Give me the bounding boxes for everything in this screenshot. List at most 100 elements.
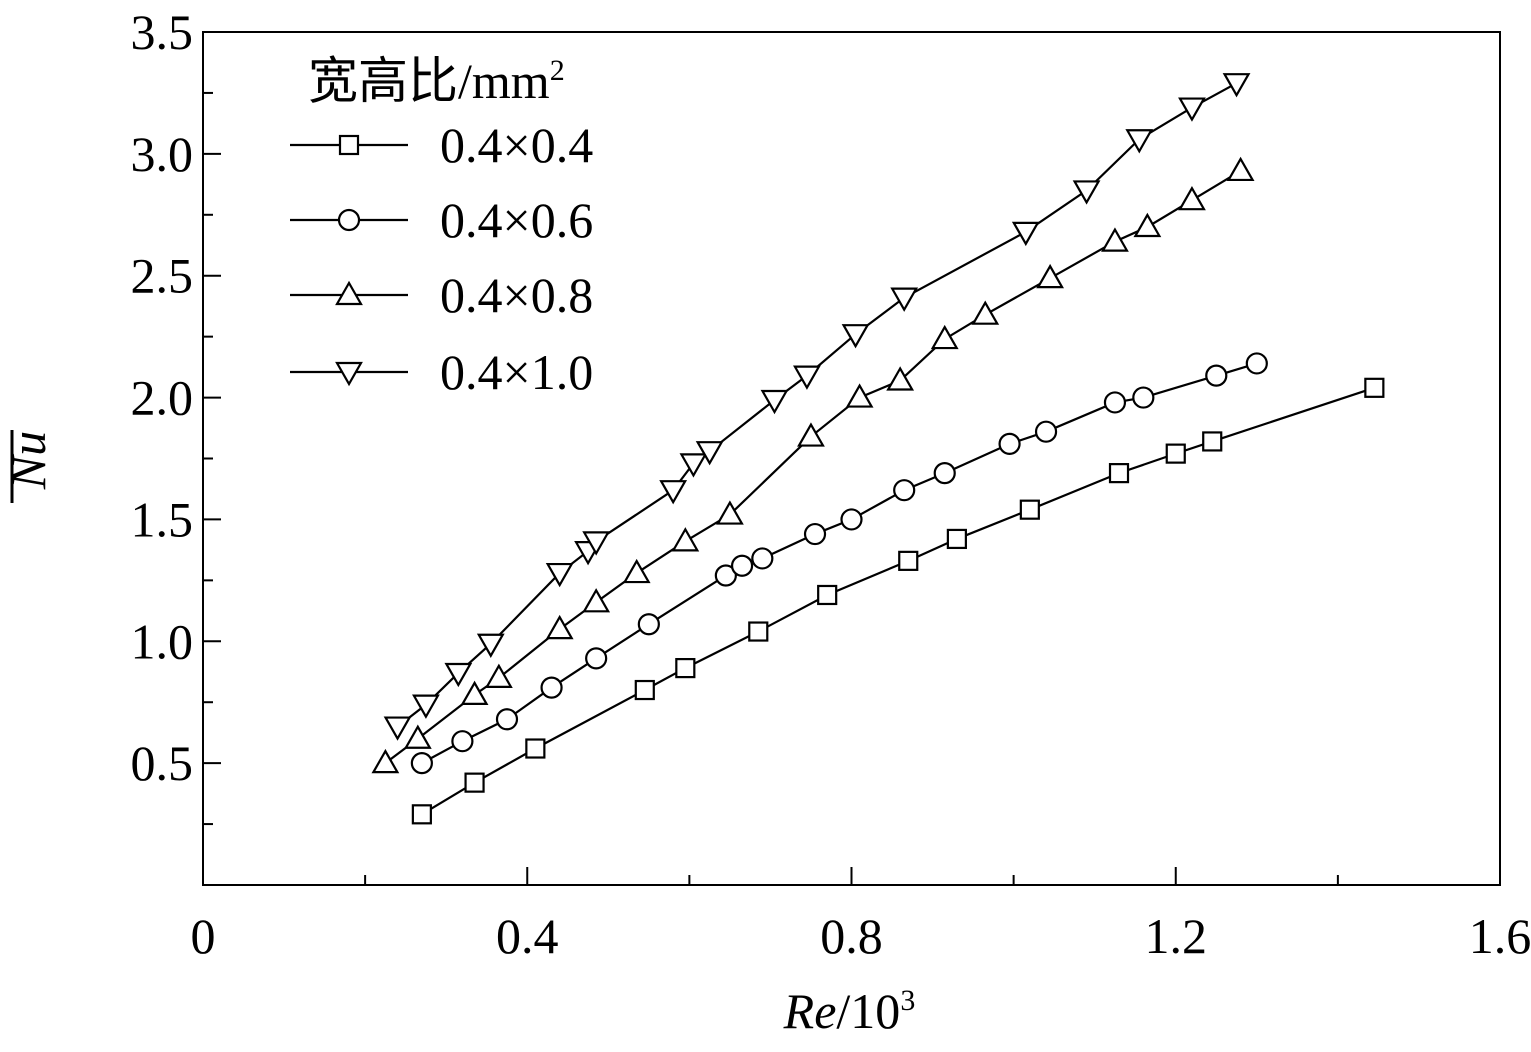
data-point [1178, 185, 1206, 211]
data-point [525, 738, 546, 759]
x-axis-title-unit: /10 [836, 983, 900, 1039]
legend-marker [338, 134, 360, 156]
data-point [890, 287, 919, 312]
x-axis-title-exponent: 3 [900, 984, 915, 1017]
x-axis-title: Re/103 [783, 983, 916, 1039]
legend-entry: 0.4×1.0 [290, 344, 593, 400]
data-point [803, 522, 827, 546]
legend-title-main: 宽高比/mm [308, 53, 550, 109]
data-point [695, 441, 724, 466]
x-tick-label: 0.8 [820, 908, 883, 964]
data-point [1202, 431, 1223, 452]
data-point [476, 633, 505, 658]
data-point [751, 547, 774, 570]
data-point [679, 453, 708, 478]
data-point [971, 300, 1000, 325]
x-tick-label: 0.4 [496, 908, 559, 964]
data-point [582, 588, 611, 613]
legend-label: 0.4×0.8 [440, 267, 593, 323]
y-tick-label: 1.0 [131, 613, 194, 669]
data-point [840, 508, 863, 531]
data-point [1205, 364, 1228, 387]
data-point [634, 679, 655, 701]
x-tick-label: 1.6 [1469, 908, 1531, 964]
data-point [464, 772, 485, 793]
data-point [1125, 129, 1154, 154]
legend-group: 宽高比/mm2 0.4×0.4 0.4×0.6 0.4×0.8 0.4×1.0 [290, 53, 593, 400]
x-axis-title-re: Re [783, 983, 837, 1039]
legend-marker [337, 208, 361, 232]
data-point [893, 479, 916, 502]
data-point [1222, 73, 1251, 98]
axes-group: 0 0.4 0.8 1.2 1.6 0.5 1.0 1.5 2.0 2.5 3.0 3.5 Re/103… [0, 4, 1531, 1039]
y-tick-label: 2.5 [131, 248, 194, 304]
data-point [793, 365, 821, 390]
data-point [412, 694, 440, 719]
data-point [730, 554, 754, 577]
data-point [886, 366, 915, 391]
x-tick-label: 1.2 [1145, 908, 1208, 964]
legend-entry: 0.4×0.8 [290, 267, 593, 323]
data-point [898, 550, 919, 571]
data-point [1364, 377, 1385, 398]
data-point [582, 531, 611, 556]
data-point [1132, 386, 1155, 409]
data-point [671, 527, 700, 552]
legend-entry: 0.4×0.6 [290, 192, 593, 248]
series-line [421, 386, 1375, 816]
data-point [1103, 391, 1127, 414]
data-point [714, 564, 737, 587]
data-point [1245, 352, 1268, 375]
data-point [495, 708, 519, 731]
y-tick-label: 0.5 [131, 735, 194, 791]
data-point [675, 657, 696, 679]
data-point [1108, 463, 1130, 484]
data-point [451, 730, 474, 753]
data-point [403, 724, 432, 749]
data-point [371, 748, 400, 774]
data-point [540, 676, 563, 699]
data-point [748, 621, 769, 642]
legend-label: 0.4×1.0 [440, 344, 593, 400]
series-2 [410, 352, 1268, 775]
data-point [1165, 443, 1186, 464]
data-point [585, 647, 608, 670]
y-tick-label: 3.5 [131, 4, 194, 60]
data-point [1072, 180, 1101, 205]
data-point [545, 614, 574, 640]
y-axis-title: Nu [0, 431, 56, 490]
x-tick-label: 0 [191, 908, 216, 964]
legend-title: 宽高比/mm2 [308, 53, 565, 109]
data-point [716, 500, 744, 525]
legend-marker [335, 361, 363, 387]
data-point [622, 558, 651, 584]
series-1 [411, 377, 1385, 825]
y-tick-label: 1.5 [131, 491, 194, 547]
data-point [797, 422, 825, 447]
data-point [545, 562, 574, 588]
data-point [933, 462, 956, 485]
legend-label: 0.4×0.6 [440, 192, 593, 248]
data-point [383, 716, 412, 741]
data-point [410, 752, 433, 775]
data-point [659, 480, 688, 505]
data-point [1036, 263, 1064, 289]
data-point [1178, 97, 1206, 122]
data-point [817, 584, 838, 606]
data-point [841, 324, 870, 349]
data-point [637, 613, 660, 636]
data-point [1101, 227, 1129, 252]
data-point [444, 662, 473, 688]
data-point [1226, 156, 1255, 182]
data-point [1019, 499, 1040, 520]
data-point [1011, 221, 1040, 247]
series-4 [383, 73, 1251, 741]
data-point [930, 324, 959, 350]
data-point [484, 663, 513, 688]
data-point [760, 389, 789, 415]
y-tick-label: 3.0 [131, 126, 194, 182]
data-point [1034, 420, 1058, 443]
y-tick-label: 2.0 [131, 370, 194, 426]
